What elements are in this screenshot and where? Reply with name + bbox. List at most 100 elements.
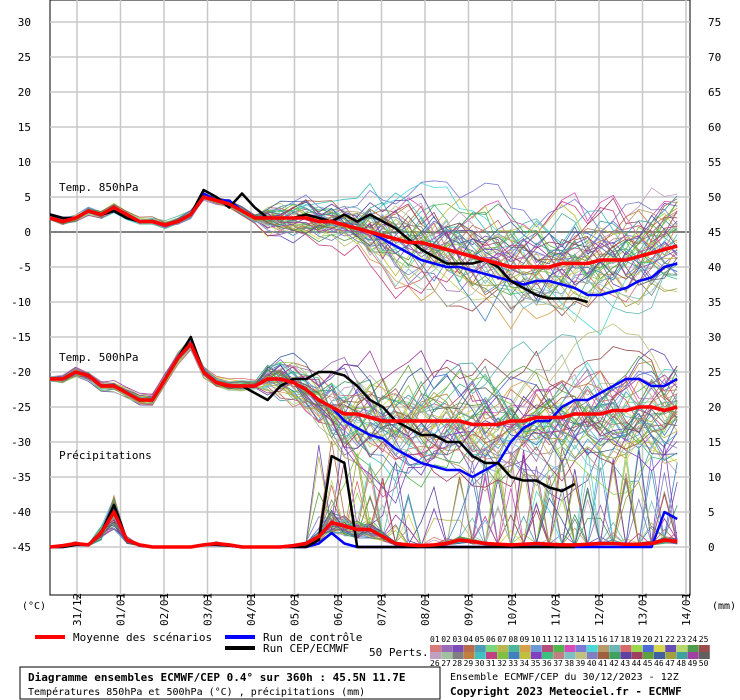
right-tick-label: 50 [708,191,721,204]
pert-swatch [452,652,464,659]
main-series [49,188,678,549]
x-tick-label: 01/01 [115,593,128,626]
pert-swatch [598,652,609,659]
label-t850: Temp. 850hPa [59,181,138,194]
pert-swatch [609,652,621,659]
left-tick-label: 30 [18,16,31,29]
pert-swatch [676,645,688,652]
pert-id-label: 40 [587,659,597,668]
right-tick-label: 20 [708,401,721,414]
pert-id-label: 08 [508,635,518,644]
pert-id-label: 22 [665,635,675,644]
pert-swatch [654,652,665,659]
pert-t850-line [49,198,678,323]
pert-swatch [441,652,453,659]
series-t850-line [49,195,678,269]
pert-id-label: 29 [464,659,474,668]
pert-id-label: 27 [441,659,451,668]
right-tick-label: 65 [708,86,721,99]
x-tick-label: 05/01 [289,593,302,626]
footer-subtitle: Températures 850hPa et 500hPa (°C) , pré… [28,686,365,698]
left-tick-label: -5 [18,261,31,274]
pert-swatch [530,652,542,659]
pert-id-label: 03 [452,635,462,644]
pert-id-label: 23 [676,635,686,644]
pert-swatch [698,652,710,659]
pert-id-label: 24 [688,635,698,644]
footer-box [19,666,441,700]
pert-swatch [430,645,441,652]
pert-swatch [474,652,486,659]
left-tick-label: -30 [11,436,31,449]
left-tick-label: -45 [11,541,31,554]
pert-swatch [519,652,531,659]
left-tick-label: -35 [11,471,31,484]
pert-swatch [486,652,497,659]
right-tick-label: 40 [708,261,721,274]
pert-swatch [620,652,632,659]
pert-swatch [698,645,710,652]
pert-swatch [609,645,621,652]
pert-id-label: 49 [688,659,698,668]
pert-swatch [586,652,598,659]
pert-swatch [676,652,688,659]
pert-id-label: 16 [598,635,608,644]
pert-swatch [586,645,598,652]
legend: Moyenne des scénarios Run de contrôle Ru… [35,631,710,668]
pert-swatch [508,652,520,659]
pert-swatch [452,645,464,652]
pert-id-label: 36 [542,659,552,668]
pert-id-label: 38 [564,659,574,668]
pert-id-label: 33 [508,659,518,668]
x-tick-label: 08/01 [419,593,432,626]
pert-t850-line [49,194,678,260]
x-tick-label: 14/01 [680,593,693,626]
x-tick-label: 09/01 [463,593,476,626]
pert-id-label: 12 [553,635,563,644]
x-tick-label: 04/01 [245,593,258,626]
pert-swatch [654,645,665,652]
perturbation-legend: 01 26 02 27 03 28 04 29 05 30 06 31 07 32 08 33 09 34 10 35… [430,635,710,668]
series-t500-line [50,342,678,427]
pert-id-label: 39 [576,659,586,668]
x-tick-label: 06/01 [332,593,345,626]
pert-swatch [620,645,632,652]
right-tick-label: 75 [708,16,721,29]
left-tick-label: -20 [11,366,31,379]
pert-id-label: 34 [520,659,530,668]
right-axis-unit: (mm) [712,601,736,612]
left-axis: 30 25 20 15 10 5 0 -5 -10 -15 -20 -25 -30 -35 -40 -45 [11,16,31,554]
pert-id-label: 30 [475,659,485,668]
pert-t500-line [49,349,678,466]
label-precip: Précipitations [59,449,152,462]
right-tick-label: 60 [708,121,721,134]
pert-t500-line [49,340,678,428]
left-tick-label: -15 [11,331,31,344]
pert-id-label: 28 [452,659,462,668]
left-tick-label: 10 [18,156,31,169]
pert-swatch [575,652,587,659]
pert-swatch [631,652,643,659]
pert-id-label: 20 [643,635,653,644]
pert-swatch [497,645,509,652]
pert-swatch [542,645,553,652]
left-tick-label: 5 [24,191,31,204]
x-tick-label: 02/01 [158,593,171,626]
pert-swatch [575,645,587,652]
x-tick-label: 13/01 [637,593,650,626]
pert-swatch [474,645,486,652]
pert-swatch [553,652,565,659]
pert-id-label: 41 [598,659,608,668]
pert-id-label: 26 [430,659,440,668]
left-tick-label: 25 [18,51,31,64]
pert-swatch [687,645,699,652]
pert-id-label: 17 [609,635,619,644]
right-tick-label: 45 [708,226,721,239]
x-tick-label: 10/01 [506,593,519,626]
pert-swatch [631,645,643,652]
pert-swatch [553,645,565,652]
pert-swatch [497,652,509,659]
left-tick-label: -40 [11,506,31,519]
